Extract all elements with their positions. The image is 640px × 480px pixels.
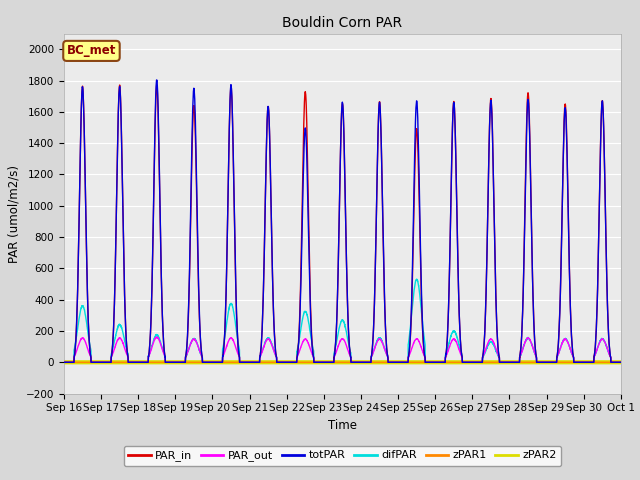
Legend: PAR_in, PAR_out, totPAR, difPAR, zPAR1, zPAR2: PAR_in, PAR_out, totPAR, difPAR, zPAR1, … <box>124 446 561 466</box>
Text: BC_met: BC_met <box>67 44 116 58</box>
X-axis label: Time: Time <box>328 419 357 432</box>
Y-axis label: PAR (umol/m2/s): PAR (umol/m2/s) <box>7 165 20 263</box>
Title: Bouldin Corn PAR: Bouldin Corn PAR <box>282 16 403 30</box>
